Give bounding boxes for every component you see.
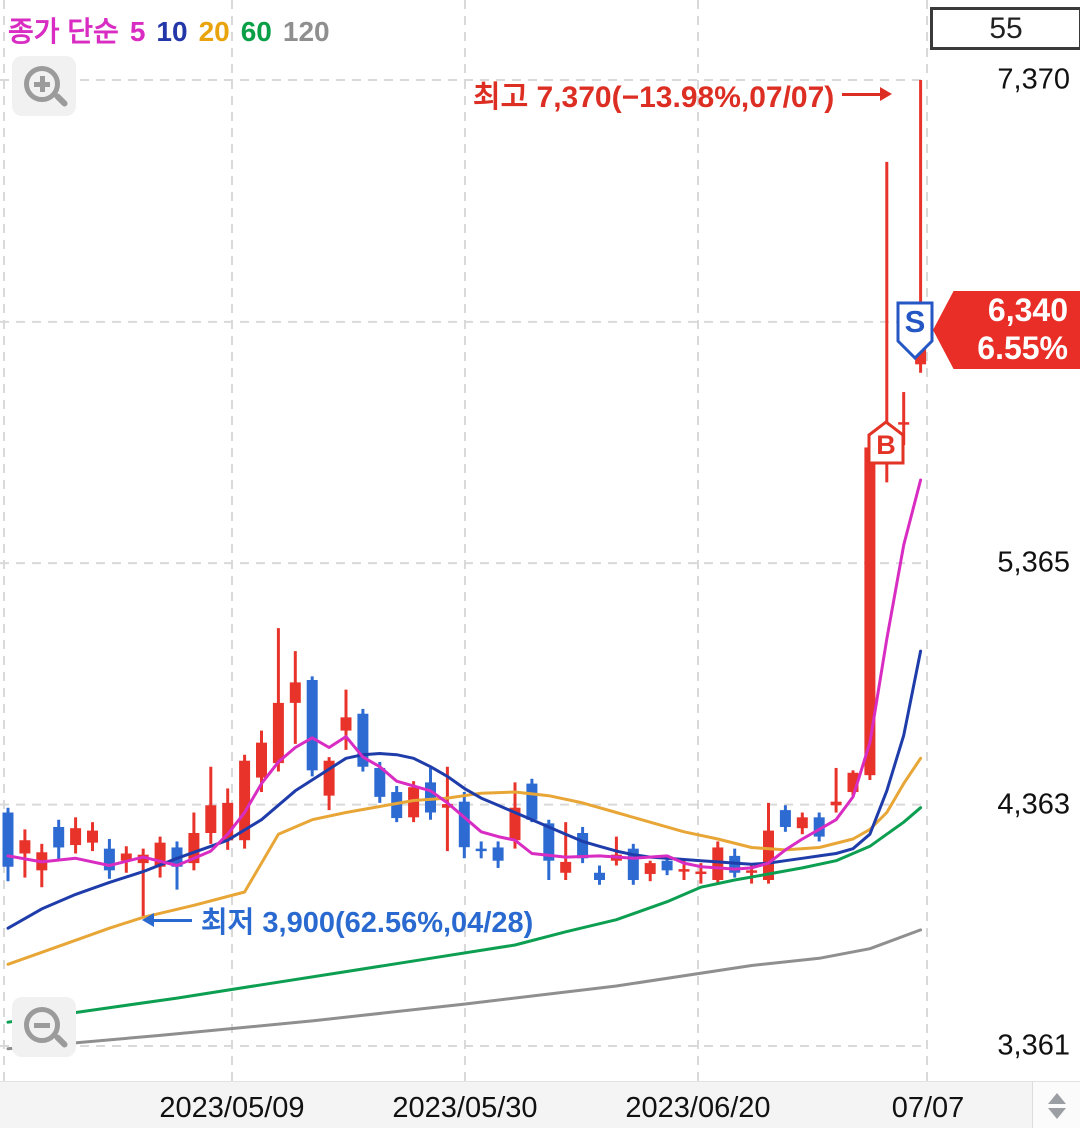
legend-title: 종가 단순 <box>8 16 119 47</box>
scroll-control[interactable] <box>1033 1082 1080 1128</box>
zoom-out-icon <box>24 1007 60 1043</box>
sell-marker-letter: S <box>904 304 926 339</box>
x-axis-bar: 2023/05/09 2023/05/30 2023/06/20 07/07 <box>0 1081 1080 1128</box>
annotation-low-text: 최저 3,900(62.56%,04/28) <box>201 907 534 939</box>
left-arrow-icon <box>142 912 192 927</box>
candle-count-box: 55 <box>930 7 1080 50</box>
ma60-line <box>6 806 923 1024</box>
x-axis-label: 2023/06/20 <box>625 1092 771 1124</box>
annotation-high-text: 최고 7,370(−13.98%,07/07) <box>473 81 835 114</box>
current-price-tag: 6,340 6.55% <box>933 291 1080 369</box>
zoom-in-button[interactable] <box>12 56 76 116</box>
legend-item-ma5: 5 <box>129 16 146 47</box>
divider <box>1032 1082 1033 1128</box>
x-axis-label: 2023/05/30 <box>392 1092 538 1124</box>
annotation-high: 최고 7,370(−13.98%,07/07) <box>473 72 893 116</box>
chart-legend: 종가 단순 5 10 20 60 120 <box>8 10 330 50</box>
y-axis-label-3361: 3,361 <box>997 1029 1070 1062</box>
scroll-down-icon[interactable] <box>1048 1108 1066 1119</box>
legend-item-ma10: 10 <box>156 16 188 47</box>
annotation-low: 최저 3,900(62.56%,04/28) <box>142 899 534 941</box>
y-axis-label-7370: 7,370 <box>997 63 1070 96</box>
ma20-line <box>6 756 923 966</box>
ma5-line <box>6 478 923 871</box>
x-axis-label: 07/07 <box>891 1092 965 1124</box>
current-price: 6,340 <box>987 292 1068 328</box>
y-axis-label-4363: 4,363 <box>997 788 1070 821</box>
legend-item-ma120: 120 <box>282 16 330 47</box>
candlestick-chart[interactable] <box>0 0 1080 1081</box>
ma120-line <box>6 928 923 1051</box>
y-axis-label-5365: 5,365 <box>997 546 1070 579</box>
zoom-out-button[interactable] <box>12 997 76 1057</box>
zoom-in-icon <box>24 66 60 102</box>
buy-marker-letter: B <box>876 430 896 460</box>
right-arrow-icon <box>842 86 893 101</box>
current-change-pct: 6.55% <box>977 330 1068 366</box>
x-axis-label: 2023/05/09 <box>159 1092 305 1124</box>
legend-item-ma20: 20 <box>198 16 230 47</box>
buy-marker-badge[interactable]: B <box>867 420 905 465</box>
scroll-up-icon[interactable] <box>1048 1093 1066 1104</box>
ma10-line <box>6 649 923 930</box>
sell-marker-badge[interactable]: S <box>896 301 934 361</box>
legend-item-ma60: 60 <box>240 16 272 47</box>
